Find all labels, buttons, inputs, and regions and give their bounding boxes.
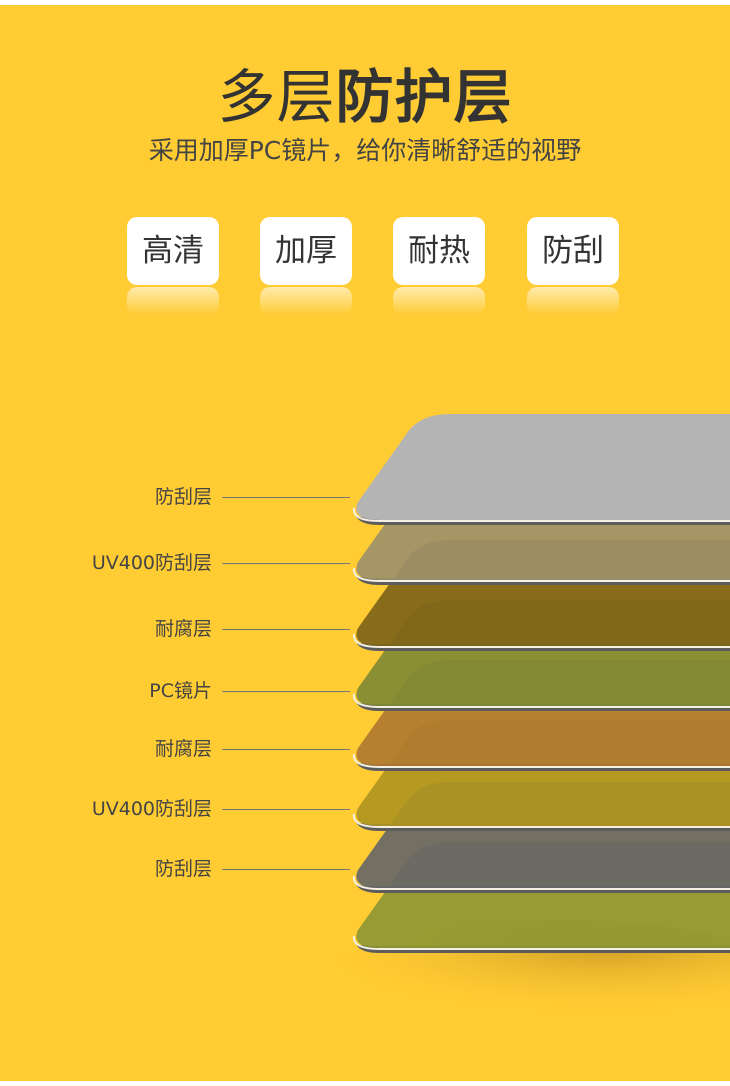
badge-reflection [393,287,485,315]
layer-label: PC镜片 [149,680,212,702]
badge-scratch: 防刮 [527,217,619,285]
badge-reflection [260,287,352,315]
badge-thick: 加厚 [260,217,352,285]
leader-line [222,691,350,692]
badge-hd: 高清 [127,217,219,285]
leader-line [222,869,350,870]
leader-line [222,629,350,630]
leader-line [222,563,350,564]
leader-line [222,809,350,810]
layer-label: UV400防刮层 [91,552,212,574]
layer-label: 耐腐层 [154,738,212,760]
subtitle: 采用加厚PC镜片，给你清晰舒适的视野 [148,136,582,165]
badge-heat: 耐热 [393,217,485,285]
title-light: 多层 [217,63,336,131]
leader-line [222,749,350,750]
leader-line [222,497,350,498]
badge-reflection [127,287,219,315]
lens-layer [352,414,730,525]
layer-label: 防刮层 [154,858,212,880]
layer-label: 耐腐层 [154,618,212,640]
badge-reflection [527,287,619,315]
layer-label: 防刮层 [154,486,212,508]
layer-label: UV400防刮层 [91,798,212,820]
page-title: 多层防护层 [0,62,730,132]
title-bold: 防护层 [335,63,513,131]
